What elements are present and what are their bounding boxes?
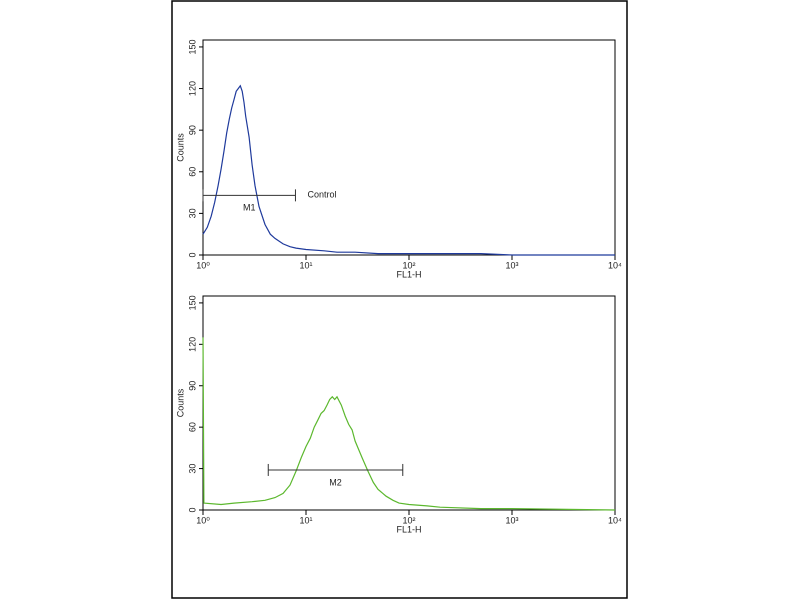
y-tick-label: 60	[187, 422, 197, 432]
x-tick-label: 10⁴	[608, 515, 622, 525]
x-tick-label: 10⁰	[196, 515, 210, 525]
x-tick-label: 10⁴	[608, 260, 622, 270]
x-tick-label: 10³	[505, 515, 518, 525]
x-tick-label: 10²	[402, 260, 415, 270]
x-axis-label: FL1-H	[396, 524, 421, 534]
y-tick-label: 120	[187, 337, 197, 352]
x-axis-label: FL1-H	[396, 269, 421, 279]
x-tick-label: 10³	[505, 260, 518, 270]
x-tick-label: 10⁰	[196, 260, 210, 270]
y-tick-label: 30	[187, 208, 197, 218]
y-tick-label: 150	[187, 39, 197, 54]
marker-note: Control	[307, 190, 336, 200]
y-axis-label: Counts	[175, 133, 185, 162]
x-tick-label: 10¹	[299, 515, 312, 525]
y-tick-label: 90	[187, 125, 197, 135]
y-tick-label: 30	[187, 464, 197, 474]
marker-label: M1	[243, 203, 256, 213]
x-tick-label: 10¹	[299, 260, 312, 270]
marker-label: M2	[329, 477, 342, 487]
y-tick-label: 60	[187, 167, 197, 177]
y-tick-label: 0	[187, 507, 197, 512]
histogram-line	[202, 84, 615, 256]
y-tick-label: 90	[187, 381, 197, 391]
x-tick-label: 10²	[402, 515, 415, 525]
y-tick-label: 120	[187, 81, 197, 96]
y-axis-label: Counts	[175, 388, 185, 417]
frame	[171, 0, 628, 599]
y-tick-label: 150	[187, 295, 197, 310]
histogram-line	[202, 337, 616, 511]
y-tick-label: 0	[187, 252, 197, 257]
